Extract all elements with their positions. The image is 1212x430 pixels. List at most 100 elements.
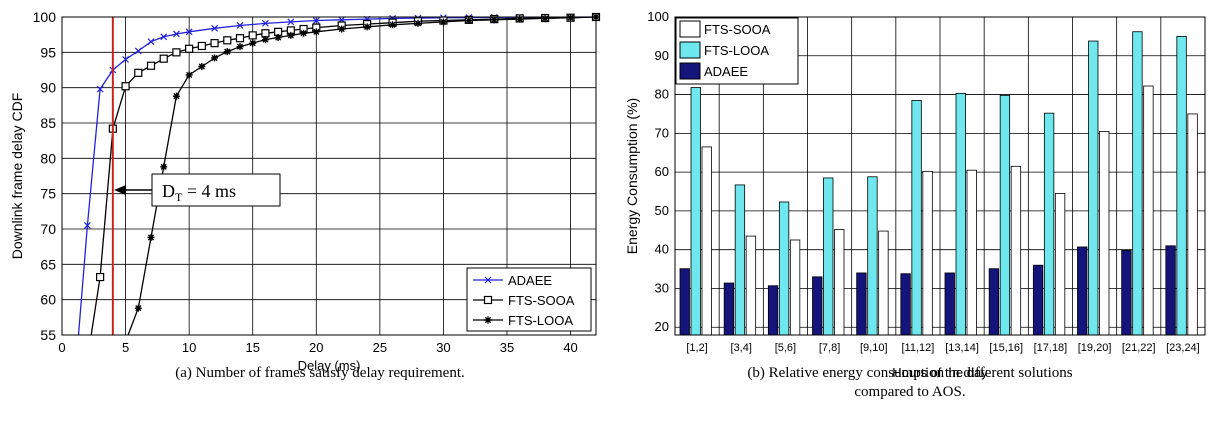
cdf-point-fts-looa [211,54,219,62]
cdf-x-axis-label: Delay (ms) [298,358,361,373]
energy-x-tick-label: [1,2] [686,342,707,354]
cdf-legend-marker [484,316,492,324]
cdf-point-fts-looa [312,28,320,36]
cdf-point-fts-looa [439,18,447,26]
energy-x-axis-label: Hours of the day [892,365,988,380]
cdf-point-adaee [312,17,320,24]
cdf-x-tick-label: 35 [500,340,514,355]
energy-bar-adaee [856,272,867,336]
cdf-legend-label: FTS-SOOA [508,293,575,308]
threshold-arrow-head [114,185,126,195]
cdf-point-fts-sooa [134,68,143,77]
energy-x-tick-label: [17,18] [1034,342,1068,354]
cdf-point-adaee [173,30,180,38]
energy-bar-adaee [767,285,779,336]
cdf-point-fts-sooa [159,54,168,63]
cdf-point-adaee [84,222,91,229]
energy-bar-fts-looa [734,184,746,336]
cdf-point-fts-looa [338,25,346,33]
caption-a: (a) Number of frames satisfy delay requi… [175,365,465,381]
energy-chart: 20 30 40 50 60 70 80 90 100 [1,2] [3,4] [5,6] [7,8] [… [624,9,1206,380]
cdf-y-tick-label: 90 [40,80,56,96]
energy-bars [679,31,1198,336]
energy-bar-fts-sooa [701,146,712,336]
cdf-point-fts-looa [274,33,282,41]
energy-y-tick-label: 40 [655,242,669,257]
cdf-chart: DT = 4 ms 0 5 10 15 20 25 30 35 40 55 60 65 70 75 80 85… [9,9,601,373]
cdf-point-fts-looa [490,16,498,24]
cdf-y-tick-label: 95 [40,44,56,60]
caption-b-line-2: compared to AOS. [854,384,966,400]
cdf-point-fts-looa [465,17,473,25]
cdf-point-fts-looa [249,39,257,47]
energy-plot-frame [674,16,1206,336]
cdf-point-fts-sooa [185,44,194,53]
energy-bar-fts-sooa [1143,85,1154,336]
energy-y-tick-label: 20 [655,319,669,334]
energy-x-tick-label: [7,8] [819,342,840,354]
cdf-y-tick-label: 75 [40,186,56,202]
energy-y-axis-label: Energy Consumption (%) [624,98,640,254]
energy-bar-adaee [988,268,1000,336]
cdf-point-fts-looa [567,14,575,22]
energy-bar-fts-looa [999,94,1011,336]
cdf-x-tick-label: 20 [309,340,323,355]
energy-y-tick-label: 50 [655,203,669,218]
cdf-point-fts-sooa [248,31,257,40]
cdf-legend: ADAEE FTS-SOOA FTS-LOOA [466,267,592,332]
energy-bar-fts-sooa [1187,113,1198,336]
energy-x-tick-label: [15,16] [989,342,1023,354]
energy-x-tick-label: [13,14] [945,342,979,354]
cdf-point-fts-looa [160,163,168,171]
cdf-point-fts-looa [134,304,142,312]
cdf-legend-marker [483,295,493,305]
energy-bar-fts-sooa [878,230,889,336]
energy-y-tick-label: 80 [655,87,669,102]
cdf-x-tick-label: 10 [182,340,196,355]
cdf-point-fts-sooa [121,82,130,91]
energy-legend-label: FTS-SOOA [704,22,771,37]
cdf-x-tick-label: 15 [245,340,259,355]
energy-bar-fts-sooa [966,169,977,336]
cdf-y-tick-label: 60 [40,292,56,308]
cdf-y-tick-label: 65 [40,256,56,272]
energy-bar-fts-looa [1043,112,1055,336]
energy-bar-adaee [1165,245,1176,336]
cdf-point-fts-looa [363,23,371,31]
caption-b-line-1: (b) Relative energy consumption in diffe… [747,365,1073,381]
energy-bar-fts-looa [911,99,922,336]
energy-bar-adaee [1121,250,1132,336]
energy-legend: FTS-SOOA FTS-LOOA ADAEE [675,17,799,85]
energy-bar-fts-looa [1132,31,1143,336]
energy-bar-fts-sooa [1099,131,1110,336]
energy-x-tick-label: [9,10] [860,342,888,354]
energy-bar-adaee [944,272,955,336]
cdf-y-tick-label: 100 [33,9,57,25]
energy-bar-adaee [1077,246,1088,336]
energy-grid [675,16,1205,335]
energy-bar-fts-sooa [745,235,757,336]
energy-y-tick-label: 60 [655,164,669,179]
energy-bar-fts-looa [955,92,966,336]
cdf-point-fts-sooa [172,48,181,57]
cdf-point-adaee [134,47,142,55]
cdf-point-fts-looa [414,19,422,27]
energy-x-tick-label: [23,24] [1166,342,1200,354]
cdf-point-fts-looa [541,14,549,22]
cdf-point-fts-looa [236,43,244,51]
cdf-point-fts-sooa [197,41,206,51]
energy-bar-fts-sooa [1010,165,1022,336]
cdf-y-tick-label: 85 [40,115,56,131]
cdf-point-fts-looa [198,62,206,70]
energy-bar-fts-looa [778,201,790,336]
cdf-y-tick-label: 70 [40,221,56,237]
cdf-point-adaee [96,85,104,93]
cdf-x-tick-label: 5 [122,340,129,355]
energy-bar-fts-sooa [1054,193,1066,336]
energy-bar-fts-looa [1176,35,1187,336]
cdf-point-adaee [236,22,244,29]
energy-x-tick-label: [21,22] [1122,342,1156,354]
energy-y-tick-label: 90 [655,48,669,63]
cdf-point-adaee [122,55,129,63]
